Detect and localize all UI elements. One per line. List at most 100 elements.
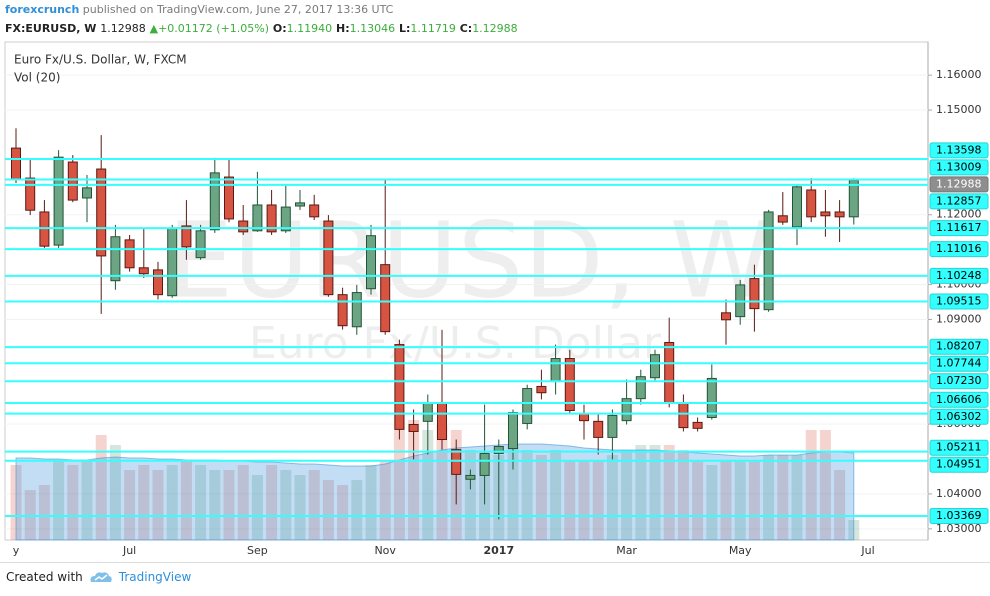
line-price-label: 1.09515 <box>936 294 982 307</box>
open-label: O: <box>272 22 287 35</box>
candle-body <box>238 220 249 233</box>
line-price-label: 1.13598 <box>936 143 982 156</box>
candle-body <box>579 413 589 422</box>
line-price-label: 1.08207 <box>936 340 982 353</box>
created-with: Created with <box>6 570 83 584</box>
high-value: 1.13046 <box>349 22 396 35</box>
volume-bar <box>408 420 420 540</box>
candle-body <box>181 225 192 248</box>
y-tick-label: 1.12000 <box>936 208 982 221</box>
candle-body <box>806 189 817 218</box>
y-tick-label: 1.15000 <box>936 103 982 116</box>
x-tick-label: Sep <box>247 544 268 557</box>
line-price-box <box>929 241 989 258</box>
high-label: H: <box>335 22 350 35</box>
x-tick-label: 2017 <box>483 544 514 557</box>
volume-bar <box>67 465 79 540</box>
chart-title: Euro Fx/U.S. Dollar, W, FXCM <box>14 53 187 67</box>
open-value: 1.11940 <box>286 22 333 35</box>
candle-body <box>110 236 121 282</box>
candle-body <box>777 215 788 223</box>
footer: Created with TradingView <box>6 570 191 584</box>
candle-body <box>224 176 234 220</box>
candle-body <box>834 211 845 218</box>
author[interactable]: forexcrunch <box>5 3 80 16</box>
last-price-box <box>929 176 989 193</box>
candle-body <box>437 402 447 440</box>
volume-bar <box>223 470 235 540</box>
volume-bar <box>393 415 405 540</box>
candle-body <box>706 377 717 419</box>
volume-bar <box>692 460 704 540</box>
change: +0.01172 (+1.05%) <box>158 22 270 35</box>
tradingview-logo[interactable] <box>89 570 113 584</box>
line-price-box <box>929 391 989 408</box>
candle-body <box>536 385 547 394</box>
line-price-box <box>929 507 989 524</box>
volume-bar <box>748 460 760 540</box>
volume-bar <box>550 450 562 540</box>
line-price-label: 1.03369 <box>936 509 982 522</box>
candle-body <box>564 358 575 412</box>
candle-body <box>550 358 561 383</box>
line-price-label: 1.04951 <box>936 458 982 471</box>
volume-bar <box>365 465 377 540</box>
line-price-label: 1.12857 <box>936 194 982 207</box>
volume-bar <box>209 470 221 540</box>
candle-body <box>209 172 220 231</box>
volume-bar <box>53 460 65 540</box>
volume-bar <box>606 455 618 540</box>
line-price-box <box>929 439 989 456</box>
published-text: published on TradingView.com, June 27, 2… <box>82 3 394 16</box>
y-tick-label: 1.16000 <box>936 68 982 81</box>
volume-bar <box>791 455 803 540</box>
volume-bar <box>720 460 732 540</box>
candle-body <box>721 312 731 321</box>
low-label: L: <box>398 22 411 35</box>
volume-bar <box>251 475 263 540</box>
candle-body <box>266 204 277 233</box>
volume-bar <box>564 460 576 540</box>
volume-bar <box>180 460 192 540</box>
volume-bar <box>535 455 547 540</box>
volume-bar <box>777 455 789 540</box>
brand[interactable]: TradingView <box>118 570 192 584</box>
candle-body <box>493 445 504 454</box>
volume-bar <box>337 485 349 540</box>
candle-body <box>25 177 36 211</box>
candle-body <box>749 278 760 310</box>
symbol: FX:EURUSD, W <box>5 22 97 35</box>
volume-bar <box>280 470 292 540</box>
x-tick-label: Nov <box>374 544 396 557</box>
volume-bar <box>834 470 846 540</box>
volume-bar <box>422 430 434 540</box>
candle-body <box>295 202 305 207</box>
candle-body <box>465 474 476 480</box>
volume-bar <box>166 465 178 540</box>
candle-body <box>451 449 462 475</box>
volume-bar <box>635 445 647 540</box>
candle-body <box>351 292 362 328</box>
candle-body <box>280 206 291 232</box>
line-price-label: 1.10248 <box>936 269 982 282</box>
volume-bar <box>819 430 831 540</box>
line-price-box <box>929 408 989 425</box>
up-arrow: ▲ <box>149 22 159 35</box>
line-price-label: 1.11016 <box>936 242 982 255</box>
candle-body <box>508 412 518 450</box>
candle-body <box>650 354 660 379</box>
candle-body <box>366 235 376 290</box>
volume-bar <box>95 435 107 540</box>
volume-bar <box>663 445 675 540</box>
volume-bar <box>521 450 533 540</box>
volume-bar <box>763 455 775 540</box>
publish-line: forexcrunch published on TradingView.com… <box>5 3 393 16</box>
line-price-box <box>929 142 989 159</box>
watermark-subtitle: Euro Fx/U.S. Dollar <box>249 318 662 369</box>
x-tick-label: Jul <box>860 544 874 557</box>
low-value: 1.11719 <box>410 22 456 35</box>
line-price-box <box>929 267 989 284</box>
close-value: 1.12988 <box>472 22 518 35</box>
volume-bar <box>81 460 93 540</box>
